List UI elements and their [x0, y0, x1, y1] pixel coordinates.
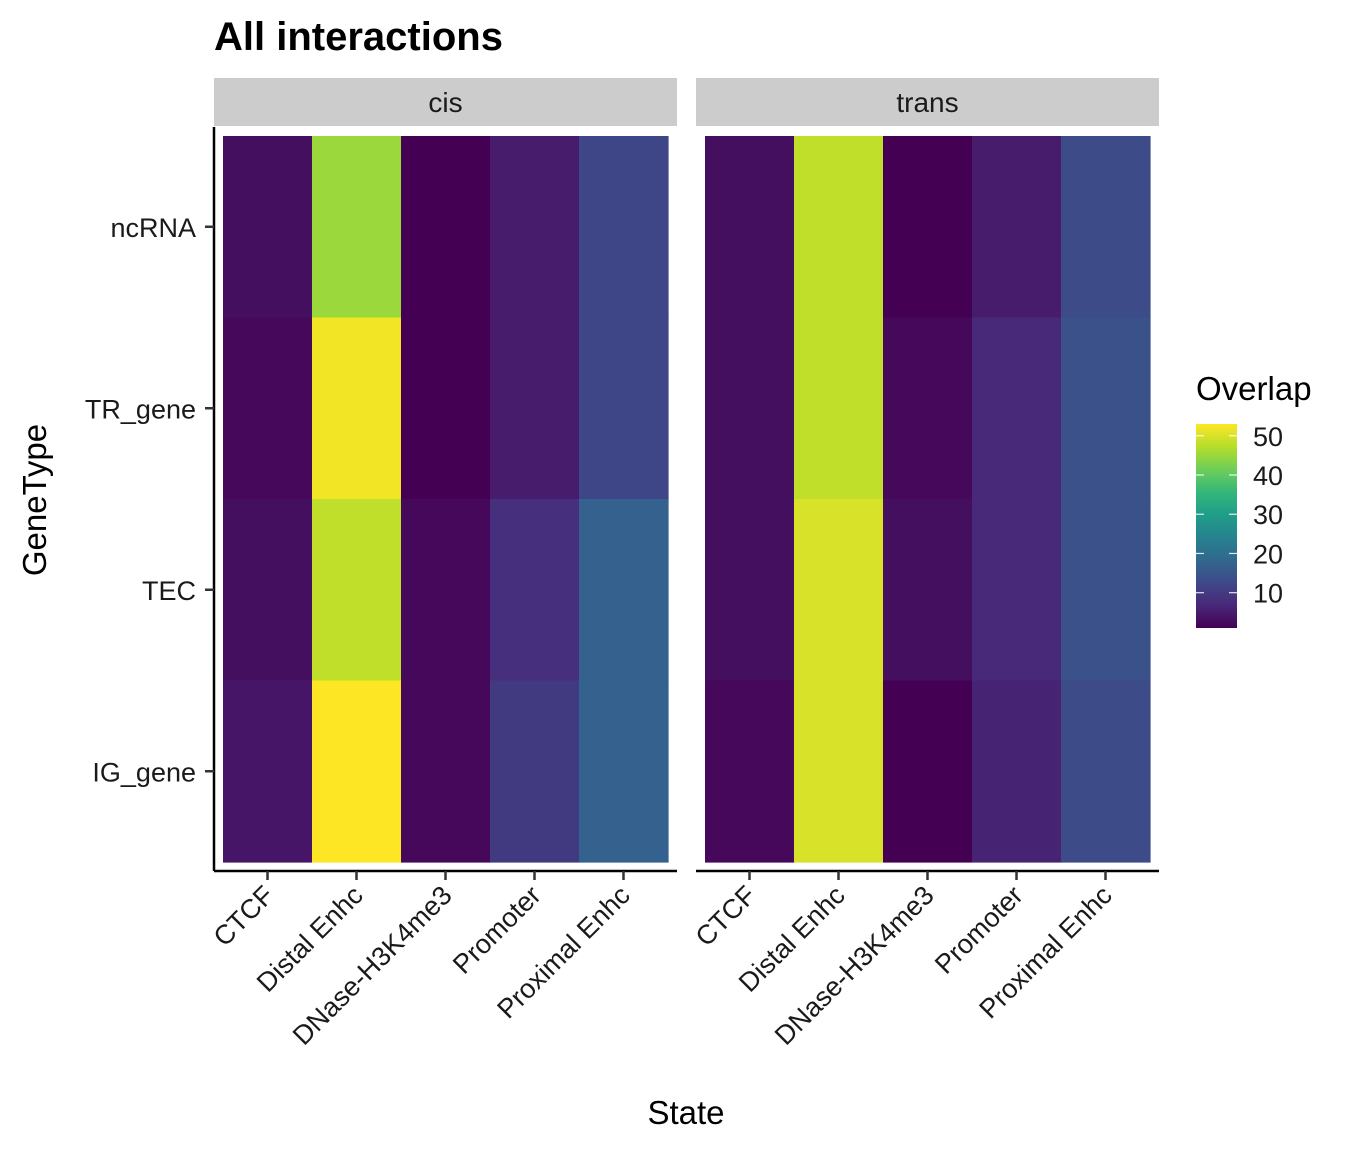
legend-title: Overlap: [1196, 370, 1312, 407]
heatmap-cell-trans-ncrna-distal-enhc: [794, 136, 884, 319]
heatmap-cell-cis-tr-gene-ctcf: [223, 317, 313, 500]
heatmap-cell-trans-ncrna-proximal-enhc: [1061, 136, 1151, 319]
heatmap-cell-cis-tr-gene-proximal-enhc: [579, 317, 669, 500]
heatmap-cell-cis-tec-proximal-enhc: [579, 499, 669, 682]
heatmap-cell-cis-ncrna-ctcf: [223, 136, 313, 319]
x-tick-label-ctcf: CTCF: [208, 880, 280, 952]
heatmap-cell-cis-ig-gene-distal-enhc: [312, 680, 402, 863]
heatmap-cell-cis-tec-ctcf: [223, 499, 313, 682]
legend-label-50: 50: [1253, 422, 1283, 452]
heatmap-cell-trans-tec-proximal-enhc: [1061, 499, 1151, 682]
heatmap-cell-trans-ncrna-ctcf: [705, 136, 795, 319]
x-tick-label-dnase-h3k4me3: DNase-H3K4me3: [287, 880, 458, 1051]
heatmap-cell-cis-tr-gene-dnase-h3k4me3: [401, 317, 491, 500]
y-tick-label-ig-gene: IG_gene: [92, 757, 196, 787]
heatmap-cell-trans-tr-gene-promoter: [972, 317, 1062, 500]
heatmap-cell-trans-ig-gene-dnase-h3k4me3: [883, 680, 973, 863]
heatmap-cell-trans-tr-gene-distal-enhc: [794, 317, 884, 500]
heatmap-cell-cis-ncrna-promoter: [490, 136, 580, 319]
heatmap-cell-cis-tec-dnase-h3k4me3: [401, 499, 491, 682]
heatmap-cell-cis-tec-promoter: [490, 499, 580, 682]
heatmap-cell-trans-ig-gene-proximal-enhc: [1061, 680, 1151, 863]
heatmap-cell-trans-tec-ctcf: [705, 499, 795, 682]
legend-label-10: 10: [1253, 579, 1283, 609]
y-tick-label-tec: TEC: [142, 576, 196, 606]
heatmap-cell-trans-ncrna-promoter: [972, 136, 1062, 319]
heatmap-cell-cis-ig-gene-dnase-h3k4me3: [401, 680, 491, 863]
heatmap-cell-cis-ncrna-proximal-enhc: [579, 136, 669, 319]
heatmap-cell-cis-ig-gene-promoter: [490, 680, 580, 863]
facet-strip-trans: [696, 78, 1159, 126]
legend-label-40: 40: [1253, 461, 1283, 491]
x-axis-title: State: [647, 1094, 724, 1131]
heatmap-cell-cis-ncrna-dnase-h3k4me3: [401, 136, 491, 319]
y-tick-label-ncrna: ncRNA: [110, 213, 196, 243]
legend-label-20: 20: [1253, 539, 1283, 569]
heatmap-cell-trans-tr-gene-dnase-h3k4me3: [883, 317, 973, 500]
heatmap-cell-cis-ig-gene-ctcf: [223, 680, 313, 863]
heatmap-cell-trans-ig-gene-ctcf: [705, 680, 795, 863]
legend-label-30: 30: [1253, 500, 1283, 530]
heatmap-cell-trans-ig-gene-promoter: [972, 680, 1062, 863]
legend: Overlap 10 20 30 40 50: [1196, 370, 1312, 628]
heatmap-cell-trans-ig-gene-distal-enhc: [794, 680, 884, 863]
facet-strip-cis: [214, 78, 677, 126]
heatmap-cell-trans-tec-promoter: [972, 499, 1062, 682]
heatmap-cell-trans-ncrna-dnase-h3k4me3: [883, 136, 973, 319]
heatmap-cell-cis-ncrna-distal-enhc: [312, 136, 402, 319]
facet-strip-label: trans: [896, 87, 958, 118]
facet-strip-label: cis: [428, 87, 462, 118]
y-tick-label-tr-gene: TR_gene: [85, 394, 196, 424]
x-tick-label-dnase-h3k4me3: DNase-H3K4me3: [769, 880, 940, 1051]
x-tick-label-ctcf: CTCF: [690, 880, 762, 952]
heatmap-cell-cis-tr-gene-distal-enhc: [312, 317, 402, 500]
heatmap-cell-trans-tec-dnase-h3k4me3: [883, 499, 973, 682]
heatmap-cell-cis-ig-gene-proximal-enhc: [579, 680, 669, 863]
legend-colorbar: [1196, 424, 1237, 628]
chart-title: All interactions: [214, 15, 503, 59]
heatmap-cell-trans-tec-distal-enhc: [794, 499, 884, 682]
heatmap-cell-cis-tr-gene-promoter: [490, 317, 580, 500]
heatmap-cell-trans-tr-gene-ctcf: [705, 317, 795, 500]
heatmap-cell-trans-tr-gene-proximal-enhc: [1061, 317, 1151, 500]
heatmap-cell-cis-tec-distal-enhc: [312, 499, 402, 682]
y-axis-title: GeneType: [16, 424, 53, 576]
